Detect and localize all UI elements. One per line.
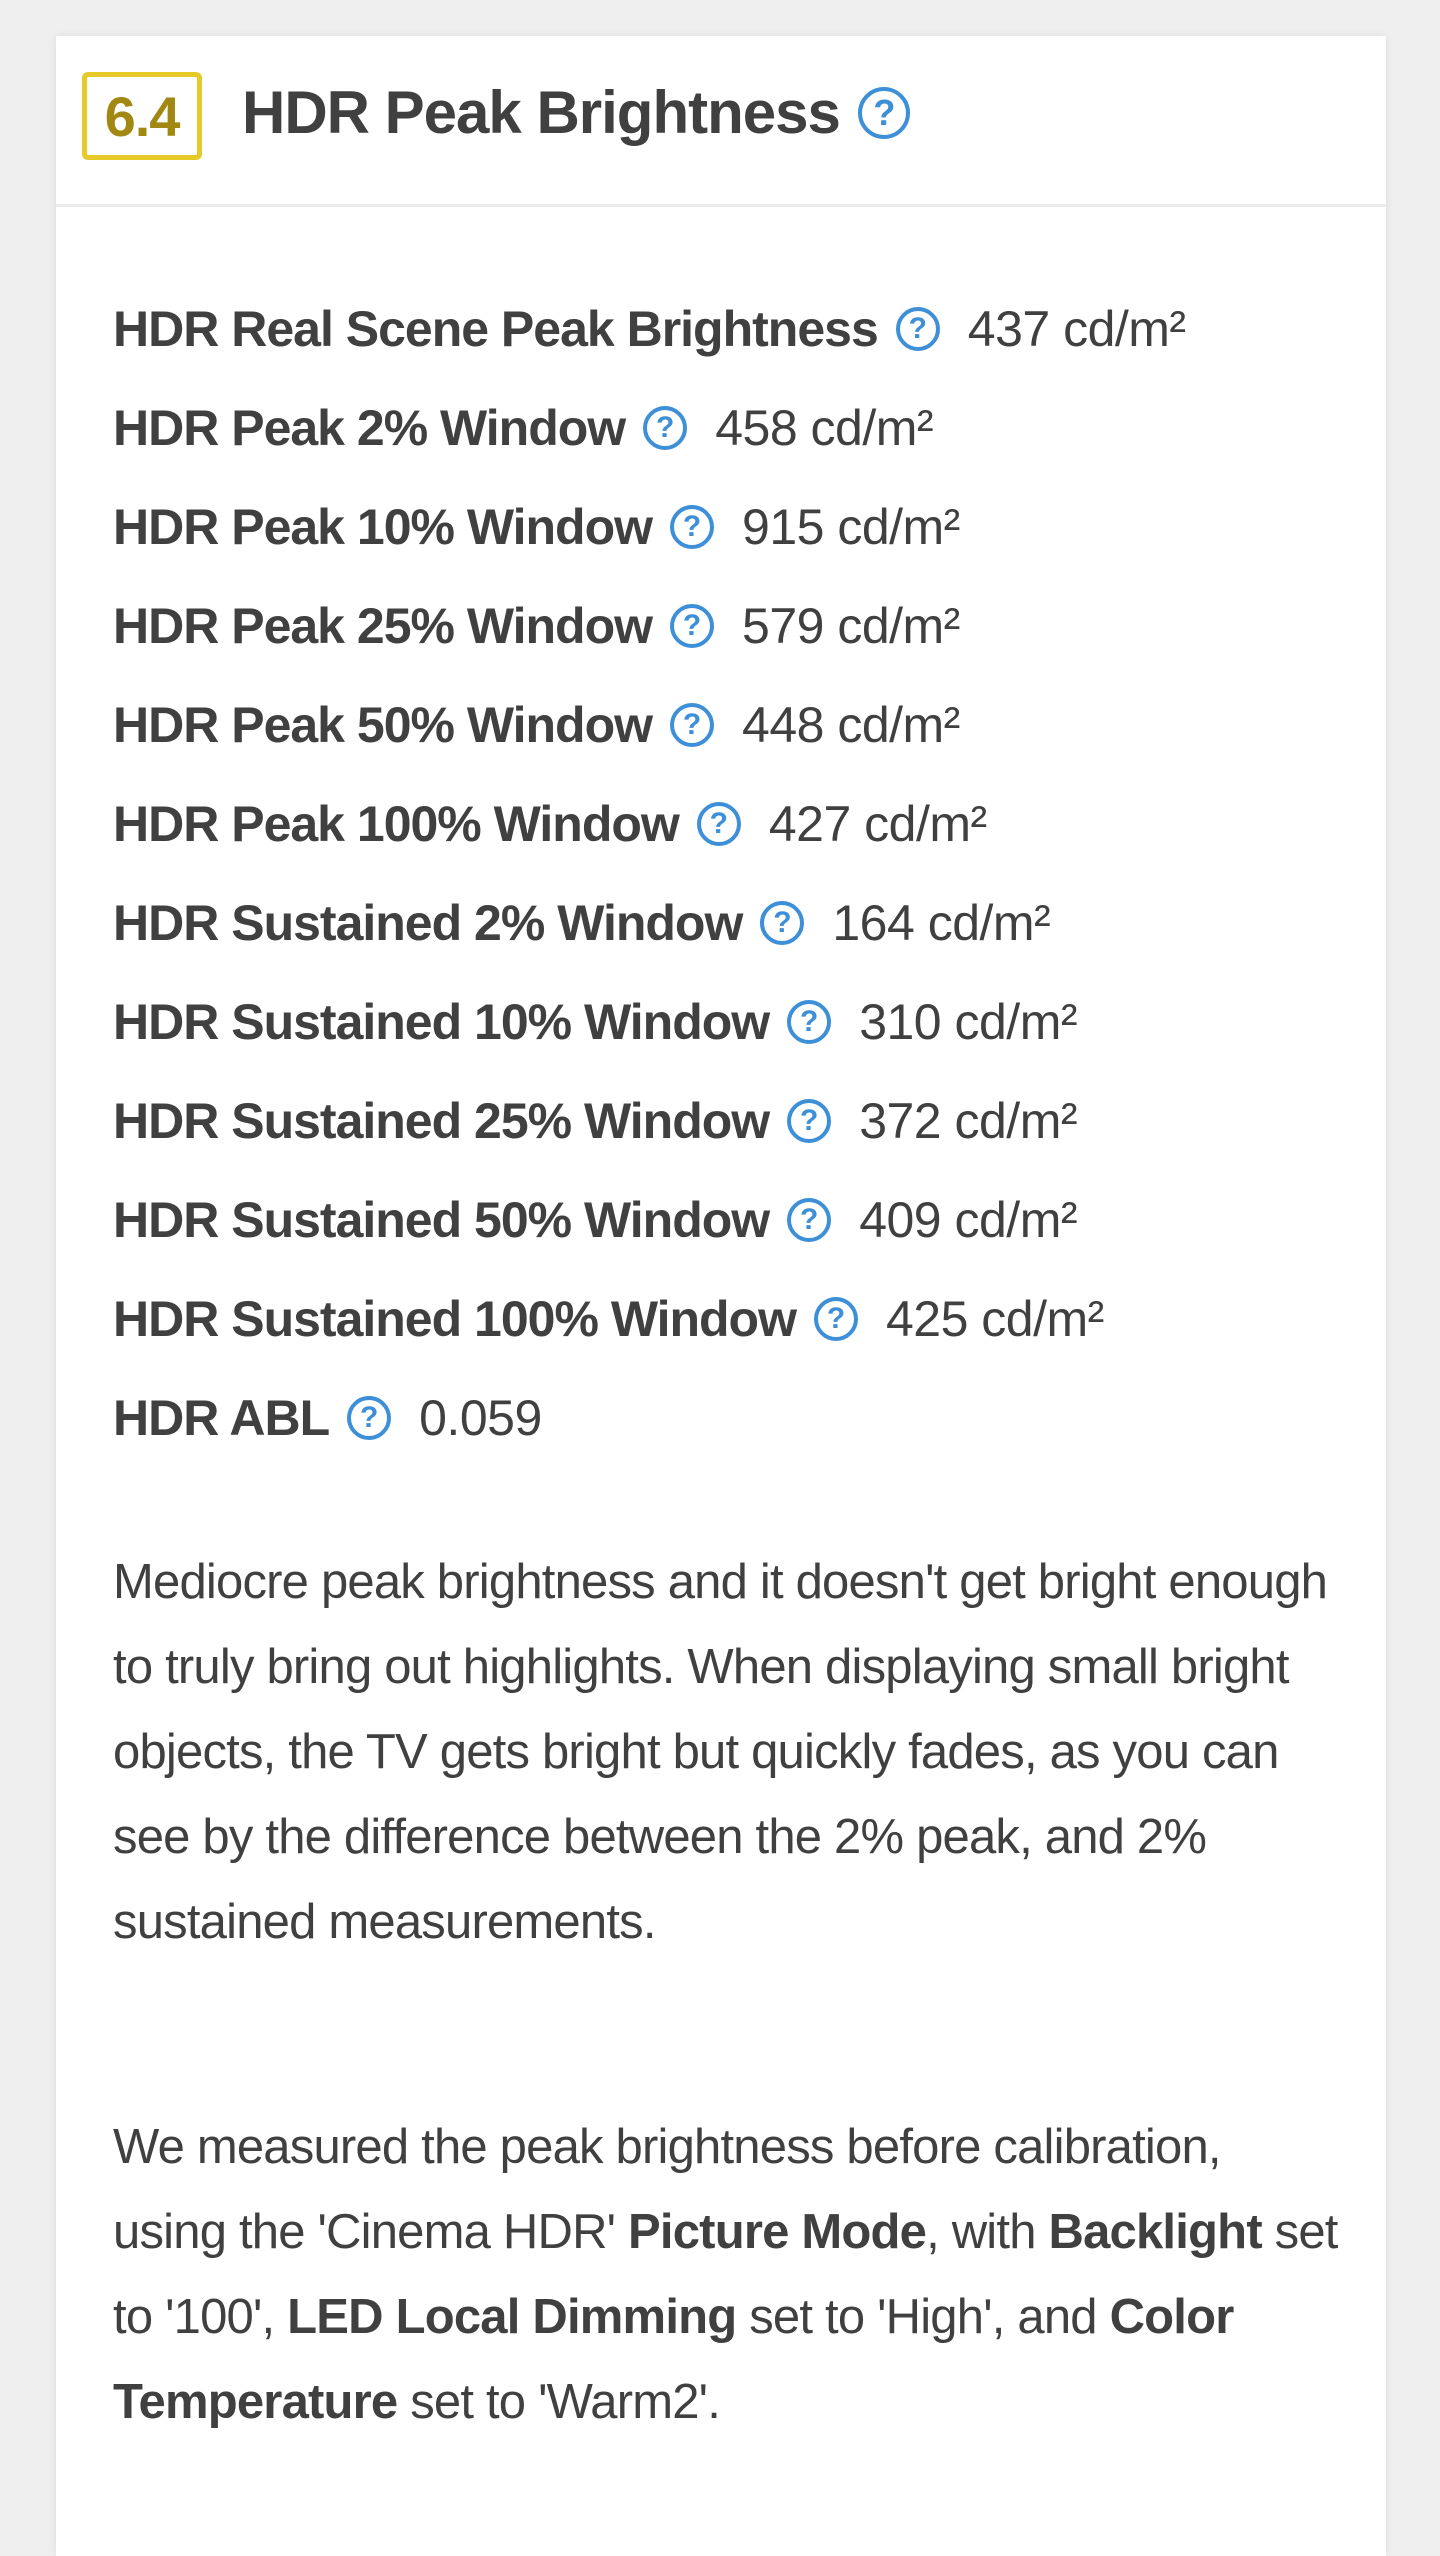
- question-circle-icon[interactable]: ?: [760, 900, 805, 945]
- measurement-value: 372 cd/m²: [859, 1092, 1078, 1149]
- measurement-row: HDR Peak 25% Window? 579 cd/m²: [113, 576, 1186, 675]
- measurement-label: HDR Sustained 2% Window: [113, 894, 743, 951]
- measurement-row: HDR Sustained 100% Window? 425 cd/m²: [113, 1269, 1186, 1368]
- score-badge: 6.4: [82, 72, 202, 160]
- setting-picture-mode: Picture Mode: [628, 2205, 927, 2259]
- setting-backlight: Backlight: [1048, 2205, 1262, 2259]
- measurement-value: 427 cd/m²: [768, 795, 987, 852]
- question-circle-icon[interactable]: ?: [670, 603, 715, 648]
- question-circle-icon[interactable]: ?: [670, 702, 715, 747]
- question-circle-icon[interactable]: ?: [787, 1098, 832, 1143]
- measurement-label: HDR Peak 50% Window: [113, 696, 653, 753]
- measurement-label: HDR Sustained 100% Window: [113, 1290, 797, 1347]
- question-circle-icon[interactable]: ?: [857, 86, 910, 139]
- text: set to 'Warm2'.: [397, 2375, 721, 2429]
- question-circle-icon[interactable]: ?: [895, 306, 940, 351]
- measurement-label: HDR Sustained 10% Window: [113, 993, 770, 1050]
- measurement-value: 915 cd/m²: [742, 498, 960, 555]
- measurement-label: HDR ABL: [113, 1389, 330, 1446]
- question-circle-icon[interactable]: ?: [813, 1296, 858, 1341]
- section-title-text: HDR Peak Brightness: [242, 79, 841, 146]
- question-circle-icon[interactable]: ?: [787, 999, 832, 1044]
- measurement-value: 448 cd/m²: [742, 696, 960, 753]
- question-circle-icon[interactable]: ?: [347, 1395, 392, 1440]
- measurement-label: HDR Peak 10% Window: [113, 498, 653, 555]
- text: set to '100',: [113, 2205, 1338, 2344]
- measurement-value: 310 cd/m²: [859, 993, 1078, 1050]
- measurements-list: HDR Real Scene Peak Brightness? 437 cd/m²…: [113, 279, 1186, 1467]
- measurement-label: HDR Sustained 25% Window: [113, 1092, 770, 1149]
- text: We measured the peak brightness before c…: [113, 2120, 1222, 2259]
- measurement-label: HDR Real Scene Peak Brightness: [113, 300, 879, 357]
- measurement-row: HDR Sustained 50% Window? 409 cd/m²: [113, 1170, 1186, 1269]
- description-paragraph: Mediocre peak brightness and it doesn't …: [113, 1555, 1328, 1949]
- methodology-paragraph: We measured the peak brightness before c…: [113, 2105, 1343, 2445]
- measurement-row: HDR Sustained 25% Window? 372 cd/m²: [113, 1071, 1186, 1170]
- measurement-row: HDR Peak 10% Window? 915 cd/m²: [113, 477, 1186, 576]
- measurement-label: HDR Peak 25% Window: [113, 597, 653, 654]
- measurement-label: HDR Peak 100% Window: [113, 795, 680, 852]
- text: , with: [926, 2205, 1049, 2259]
- measurement-row: HDR Real Scene Peak Brightness? 437 cd/m²: [113, 279, 1186, 378]
- measurement-value: 458 cd/m²: [715, 399, 934, 456]
- measurement-label: HDR Peak 2% Window: [113, 399, 626, 456]
- measurement-row: HDR Peak 100% Window? 427 cd/m²: [113, 774, 1186, 873]
- measurement-row: HDR Peak 50% Window? 448 cd/m²: [113, 675, 1186, 774]
- text: set to 'High', and: [736, 2290, 1110, 2344]
- question-circle-icon[interactable]: ?: [643, 405, 688, 450]
- measurement-value: 409 cd/m²: [859, 1191, 1078, 1248]
- setting-color-temperature: Color Temperature: [113, 2290, 1234, 2429]
- measurement-value: 437 cd/m²: [967, 300, 1186, 357]
- card-header: 6.4 HDR Peak Brightness ?: [56, 36, 1386, 207]
- test-result-card: 6.4 HDR Peak Brightness ? HDR Real Scene…: [56, 36, 1386, 2556]
- measurement-value: 579 cd/m²: [742, 597, 960, 654]
- measurement-row: HDR ABL? 0.059: [113, 1368, 1186, 1467]
- measurement-value: 425 cd/m²: [885, 1290, 1104, 1347]
- measurement-row: HDR Sustained 2% Window? 164 cd/m²: [113, 873, 1186, 972]
- section-title: HDR Peak Brightness ?: [242, 78, 910, 147]
- setting-local-dimming: LED Local Dimming: [287, 2290, 737, 2344]
- question-circle-icon[interactable]: ?: [787, 1197, 832, 1242]
- measurement-row: HDR Peak 2% Window? 458 cd/m²: [113, 378, 1186, 477]
- measurement-row: HDR Sustained 10% Window? 310 cd/m²: [113, 972, 1186, 1071]
- question-circle-icon[interactable]: ?: [696, 801, 741, 846]
- measurement-value: 0.059: [419, 1389, 542, 1446]
- measurement-label: HDR Sustained 50% Window: [113, 1191, 770, 1248]
- question-circle-icon[interactable]: ?: [670, 504, 715, 549]
- measurement-value: 164 cd/m²: [832, 894, 1051, 951]
